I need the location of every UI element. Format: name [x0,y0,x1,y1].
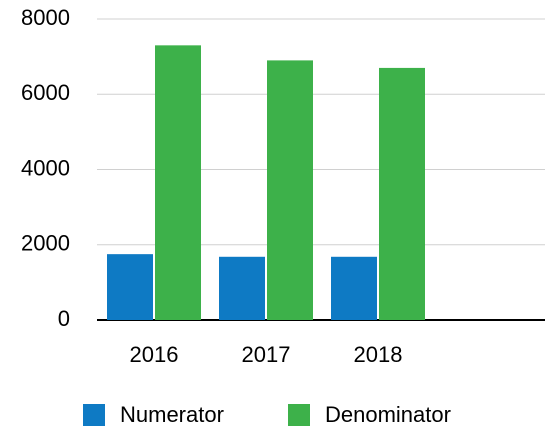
bar [219,256,265,320]
legend-swatch [288,404,310,426]
y-tick-label: 8000 [21,5,70,30]
bar [331,256,377,320]
legend-swatch [83,404,105,426]
bar [267,60,313,320]
y-tick-label: 4000 [21,155,70,180]
bar [379,67,425,320]
bar [107,254,153,320]
legend-label: Denominator [325,402,451,427]
x-tick-label: 2016 [130,342,179,367]
x-tick-label: 2017 [242,342,291,367]
y-tick-label: 2000 [21,231,70,256]
y-tick-label: 6000 [21,80,70,105]
bar [155,45,201,321]
y-tick-label: 0 [58,306,70,331]
legend-label: Numerator [120,402,224,427]
x-tick-label: 2018 [354,342,403,367]
